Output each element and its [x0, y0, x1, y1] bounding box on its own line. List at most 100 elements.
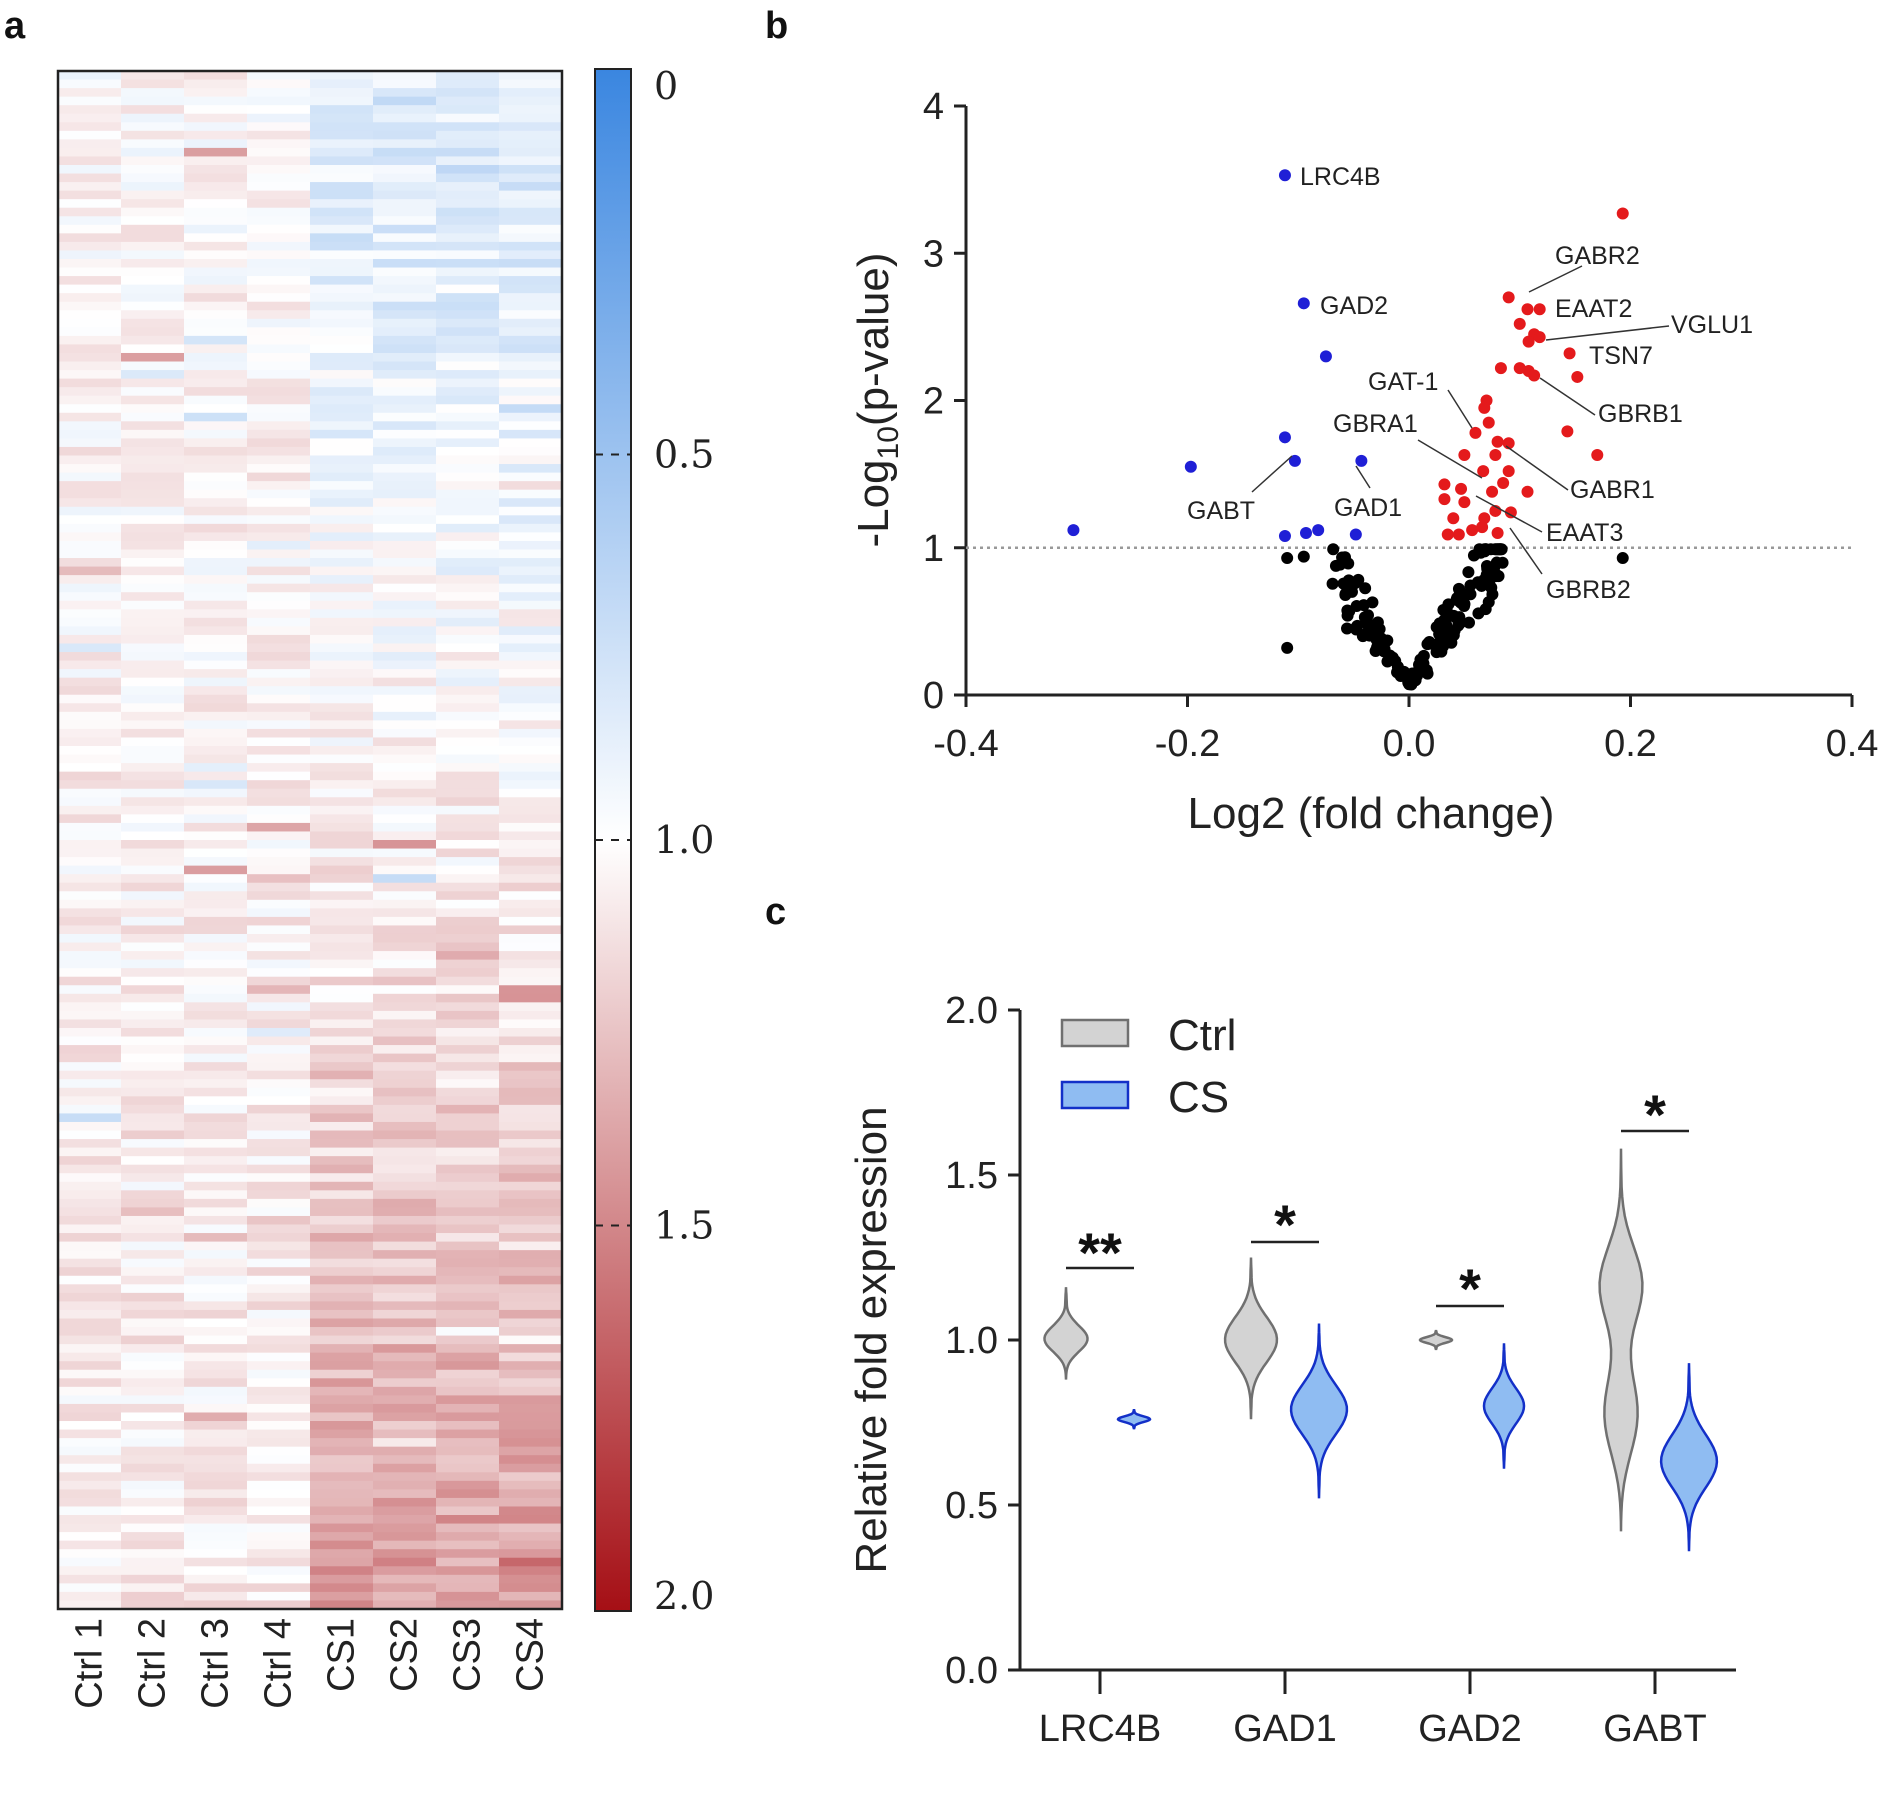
- point-ns: [1433, 617, 1446, 630]
- heatmap-cell: [499, 515, 563, 525]
- heatmap-cell: [436, 848, 500, 858]
- heatmap-cell: [58, 1233, 122, 1243]
- heatmap-cell: [436, 609, 500, 619]
- heatmap-cell: [121, 515, 185, 525]
- heatmap-cell: [436, 1096, 500, 1106]
- heatmap-cell: [247, 1130, 311, 1140]
- heatmap-cell: [373, 609, 437, 619]
- heatmap-cell: [310, 1301, 374, 1311]
- heatmap-cell: [373, 139, 437, 149]
- heatmap-cell: [310, 686, 374, 696]
- heatmap-cell: [121, 1566, 185, 1576]
- heatmap-cell: [121, 993, 185, 1003]
- heatmap-cell: [184, 1583, 248, 1593]
- heatmap-cell: [184, 1087, 248, 1097]
- heatmap-cell: [247, 446, 311, 457]
- heatmap-cell: [310, 472, 374, 482]
- heatmap-cell: [373, 421, 437, 431]
- heatmap-cell: [310, 344, 374, 354]
- heatmap-cell: [310, 566, 374, 576]
- heatmap-cell: [310, 190, 374, 200]
- heatmap-cell: [373, 814, 437, 824]
- heatmap-cell: [373, 600, 437, 610]
- heatmap-cell: [499, 1250, 563, 1260]
- point-up: [1438, 478, 1451, 491]
- heatmap-cell: [499, 1087, 563, 1097]
- heatmap-cell: [184, 267, 248, 277]
- heatmap-cell: [184, 609, 248, 619]
- heatmap-cell: [373, 1233, 437, 1243]
- heatmap-cell: [373, 634, 437, 645]
- heatmap-cell: [436, 1258, 500, 1268]
- heatmap-cell: [58, 916, 122, 927]
- heatmap-cell: [436, 899, 500, 909]
- heatmap-cell: [436, 1506, 500, 1516]
- heatmap-cell: [184, 370, 248, 380]
- heatmap-cell: [58, 1309, 122, 1320]
- heatmap-cell: [184, 540, 248, 551]
- heatmap-cell: [247, 1019, 311, 1029]
- heatmap-cell: [373, 293, 437, 303]
- heatmap-cell: [436, 1523, 500, 1533]
- heatmap-cell: [310, 1241, 374, 1251]
- heatmap-cell: [436, 1070, 500, 1080]
- heatmap-cell: [436, 1233, 500, 1243]
- heatmap-cell: [121, 199, 185, 209]
- heatmap-cell: [247, 831, 311, 841]
- point-up: [1591, 448, 1604, 461]
- heatmap-cell: [247, 1361, 311, 1371]
- heatmap-cell: [436, 840, 500, 850]
- heatmap-cell: [373, 985, 437, 995]
- heatmap-cell: [184, 1096, 248, 1106]
- heatmap-cell: [184, 515, 248, 525]
- heatmap-cell: [499, 1104, 563, 1115]
- heatmap-cell: [247, 96, 311, 106]
- heatmap-cell: [58, 352, 122, 363]
- heatmap-cell: [499, 959, 563, 969]
- heatmap-cell: [310, 301, 374, 311]
- heatmap-cell: [310, 1045, 374, 1055]
- heatmap-cell: [58, 250, 122, 260]
- heatmap-cell: [310, 361, 374, 371]
- heatmap-cell: [310, 609, 374, 619]
- heatmap-cell: [121, 301, 185, 311]
- heatmap-cell: [121, 549, 185, 559]
- heatmap-cell: [499, 1557, 563, 1567]
- heatmap-cell: [58, 241, 122, 252]
- label-leader: [1251, 455, 1293, 493]
- heatmap-cell: [373, 865, 437, 875]
- heatmap-cell: [310, 694, 374, 704]
- heatmap-cell: [58, 1250, 122, 1260]
- heatmap-cell: [499, 703, 563, 713]
- heatmap-cell: [499, 532, 563, 542]
- heatmap-cell: [58, 1600, 122, 1610]
- heatmap-cell: [373, 1455, 437, 1465]
- heatmap-cell: [184, 703, 248, 713]
- heatmap-cell: [121, 481, 185, 491]
- heatmap-cell: [310, 942, 374, 952]
- heatmap-cell: [499, 805, 563, 815]
- heatmap-cell: [247, 1284, 311, 1294]
- heatmap-cell: [499, 216, 563, 226]
- heatmap-cell: [121, 1147, 185, 1157]
- heatmap-cell: [247, 1566, 311, 1576]
- heatmap-cell: [436, 805, 500, 815]
- heatmap-cell: [436, 1198, 500, 1209]
- heatmap-cell: [310, 754, 374, 764]
- heatmap-cell: [58, 293, 122, 303]
- heatmap-cell: [121, 797, 185, 807]
- heatmap-cell: [499, 617, 563, 627]
- heatmap-cell: [373, 822, 437, 833]
- heatmap-cell: [184, 959, 248, 969]
- heatmap-cell: [184, 1224, 248, 1234]
- heatmap-cell: [373, 1113, 437, 1123]
- heatmap-cell: [499, 840, 563, 850]
- heatmap-cell: [184, 1412, 248, 1422]
- heatmap-cell: [373, 1412, 437, 1422]
- heatmap-cell: [184, 1113, 248, 1123]
- heatmap-cell: [121, 1309, 185, 1320]
- heatmap-cell: [499, 378, 563, 388]
- heatmap-cell: [58, 857, 122, 867]
- heatmap-cell: [58, 532, 122, 542]
- heatmap-cell: [184, 1164, 248, 1174]
